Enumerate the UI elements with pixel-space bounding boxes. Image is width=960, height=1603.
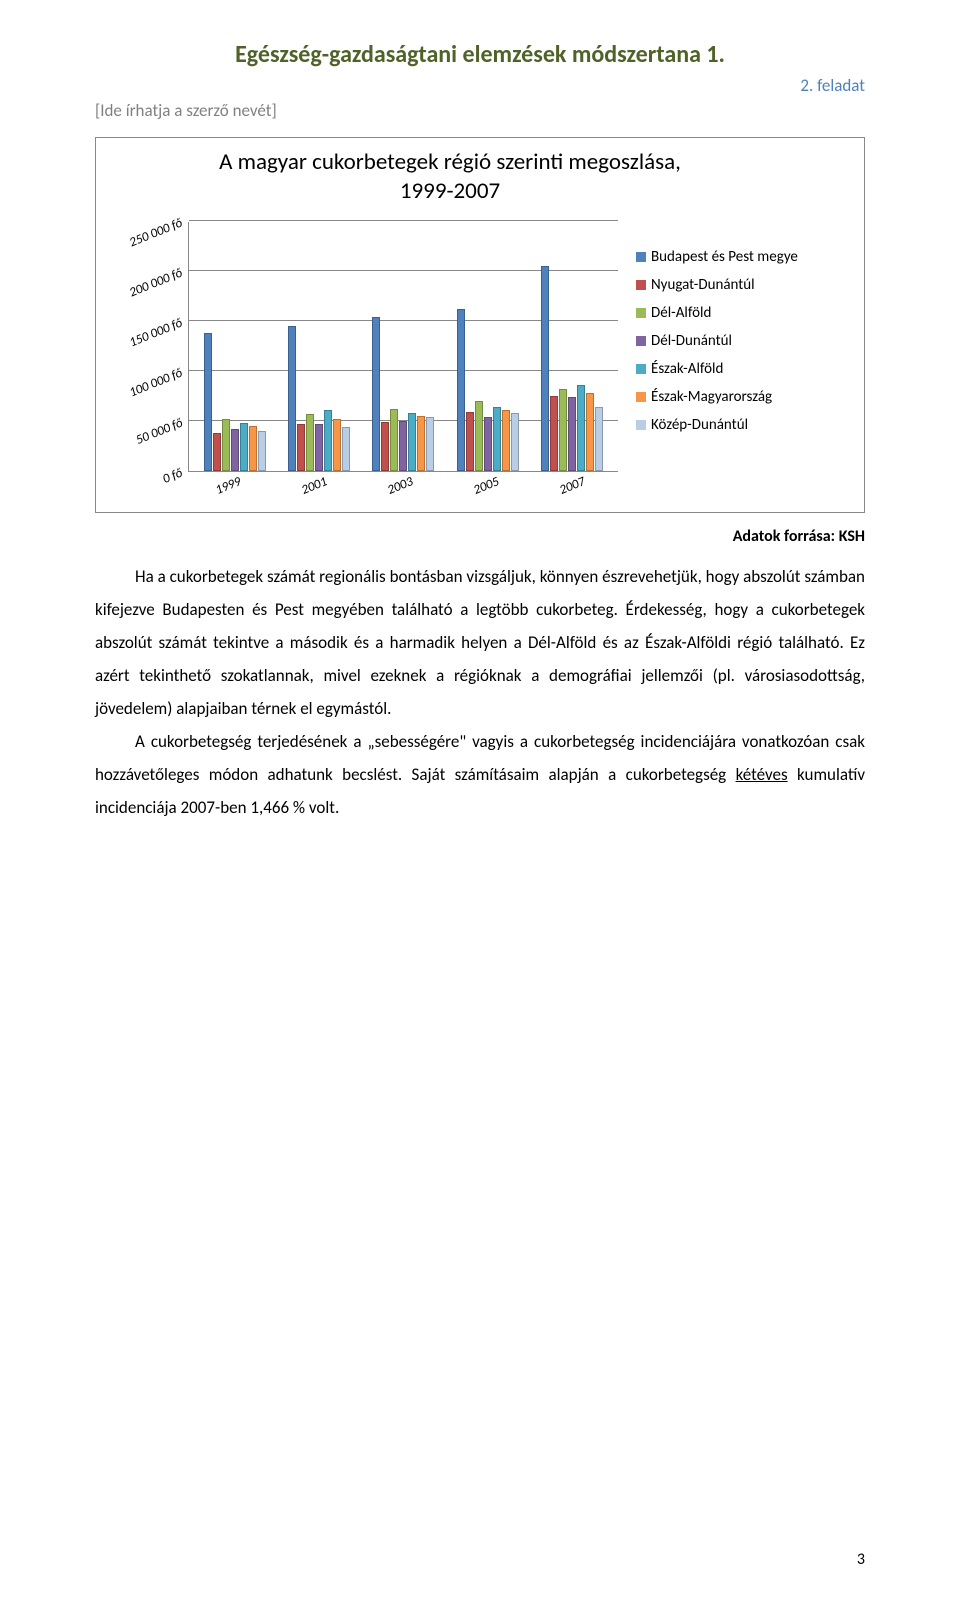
bar — [381, 422, 389, 471]
bar — [249, 426, 257, 471]
paragraph-1: Ha a cukorbetegek számát regionális bont… — [95, 560, 865, 726]
bar — [595, 407, 603, 471]
bar — [213, 433, 221, 471]
bar — [408, 413, 416, 471]
bar — [240, 423, 248, 471]
legend-label: Budapest és Pest megye — [651, 248, 798, 266]
chart-container: A magyar cukorbetegek régió szerinti meg… — [95, 137, 865, 513]
bar — [306, 414, 314, 471]
gridline — [189, 220, 618, 221]
legend-label: Közép-Dunántúl — [651, 416, 748, 434]
bar-group — [288, 326, 350, 471]
page-title: Egészség-gazdaságtani elemzések módszert… — [95, 40, 865, 69]
bar — [333, 419, 341, 471]
bar — [559, 389, 567, 471]
bar — [372, 317, 380, 471]
bar — [568, 397, 576, 471]
x-tick-label: 2001 — [299, 474, 335, 512]
bar — [511, 413, 519, 471]
x-tick-label: 2005 — [471, 474, 507, 512]
y-tick-label: 50 000 fő — [133, 415, 184, 447]
bar — [541, 266, 549, 471]
bar — [475, 401, 483, 471]
bar-group — [372, 317, 434, 471]
bar — [493, 407, 501, 471]
bar-group — [204, 333, 266, 471]
bar — [204, 333, 212, 471]
author-placeholder: [Ide írhatja a szerző nevét] — [95, 100, 865, 121]
bar — [502, 410, 510, 471]
legend-swatch — [636, 364, 646, 374]
bar — [466, 412, 474, 471]
legend-label: Észak-Alföld — [651, 360, 723, 378]
legend-swatch — [636, 336, 646, 346]
p2-underline: kétéves — [736, 764, 788, 785]
bar — [484, 417, 492, 471]
legend-swatch — [636, 280, 646, 290]
legend-label: Dél-Dunántúl — [651, 332, 732, 350]
bar-group — [541, 266, 603, 471]
legend-item: Dél-Dunántúl — [636, 332, 854, 350]
bar — [457, 309, 465, 471]
legend-item: Észak-Alföld — [636, 360, 854, 378]
y-tick-label: 0 fő — [161, 465, 185, 486]
bar — [399, 421, 407, 471]
bar — [258, 431, 266, 471]
bar — [417, 416, 425, 471]
bar — [324, 410, 332, 471]
y-axis: 0 fő 50 000 fő 100 000 fő 150 000 fő 200 000… — [106, 222, 188, 492]
bar-group — [457, 309, 519, 471]
bar — [297, 424, 305, 471]
bar — [390, 409, 398, 471]
chart-title: A magyar cukorbetegek régió szerinti meg… — [216, 148, 684, 206]
bar — [222, 419, 230, 471]
bar — [550, 396, 558, 471]
x-tick-label: 2003 — [385, 474, 421, 512]
page-number: 3 — [857, 1550, 865, 1569]
chart-plot-area — [188, 222, 618, 472]
bar — [586, 393, 594, 471]
data-source: Adatok forrása: KSH — [95, 527, 865, 546]
x-tick-label: 2007 — [557, 474, 593, 512]
bar — [231, 429, 239, 471]
y-tick-label: 200 000 fő — [127, 265, 184, 300]
legend-item: Dél-Alföld — [636, 304, 854, 322]
y-tick-label: 150 000 fő — [127, 315, 184, 350]
paragraph-2: A cukorbetegség terjedésének a „sebesség… — [95, 725, 865, 824]
legend-label: Észak-Magyarország — [651, 388, 772, 406]
legend-item: Budapest és Pest megye — [636, 248, 854, 266]
legend-item: Nyugat-Dunántúl — [636, 276, 854, 294]
y-tick-label: 250 000 fő — [127, 215, 184, 250]
x-axis: 19992001200320052007 — [188, 472, 618, 508]
legend-label: Dél-Alföld — [651, 304, 711, 322]
legend-item: Észak-Magyarország — [636, 388, 854, 406]
x-tick-label: 1999 — [213, 474, 249, 512]
legend-label: Nyugat-Dunántúl — [651, 276, 755, 294]
task-number: 2. feladat — [95, 75, 865, 96]
bar — [342, 427, 350, 471]
legend-swatch — [636, 392, 646, 402]
bar — [577, 385, 585, 471]
chart-legend: Budapest és Pest megye Nyugat-Dunántúl Dél… — [618, 222, 854, 444]
bar — [426, 417, 434, 471]
legend-swatch — [636, 308, 646, 318]
bar — [288, 326, 296, 471]
legend-swatch — [636, 252, 646, 262]
bar — [315, 424, 323, 471]
legend-item: Közép-Dunántúl — [636, 416, 854, 434]
body-text: Ha a cukorbetegek számát regionális bont… — [95, 560, 865, 825]
legend-swatch — [636, 420, 646, 430]
y-tick-label: 100 000 fő — [127, 365, 184, 400]
